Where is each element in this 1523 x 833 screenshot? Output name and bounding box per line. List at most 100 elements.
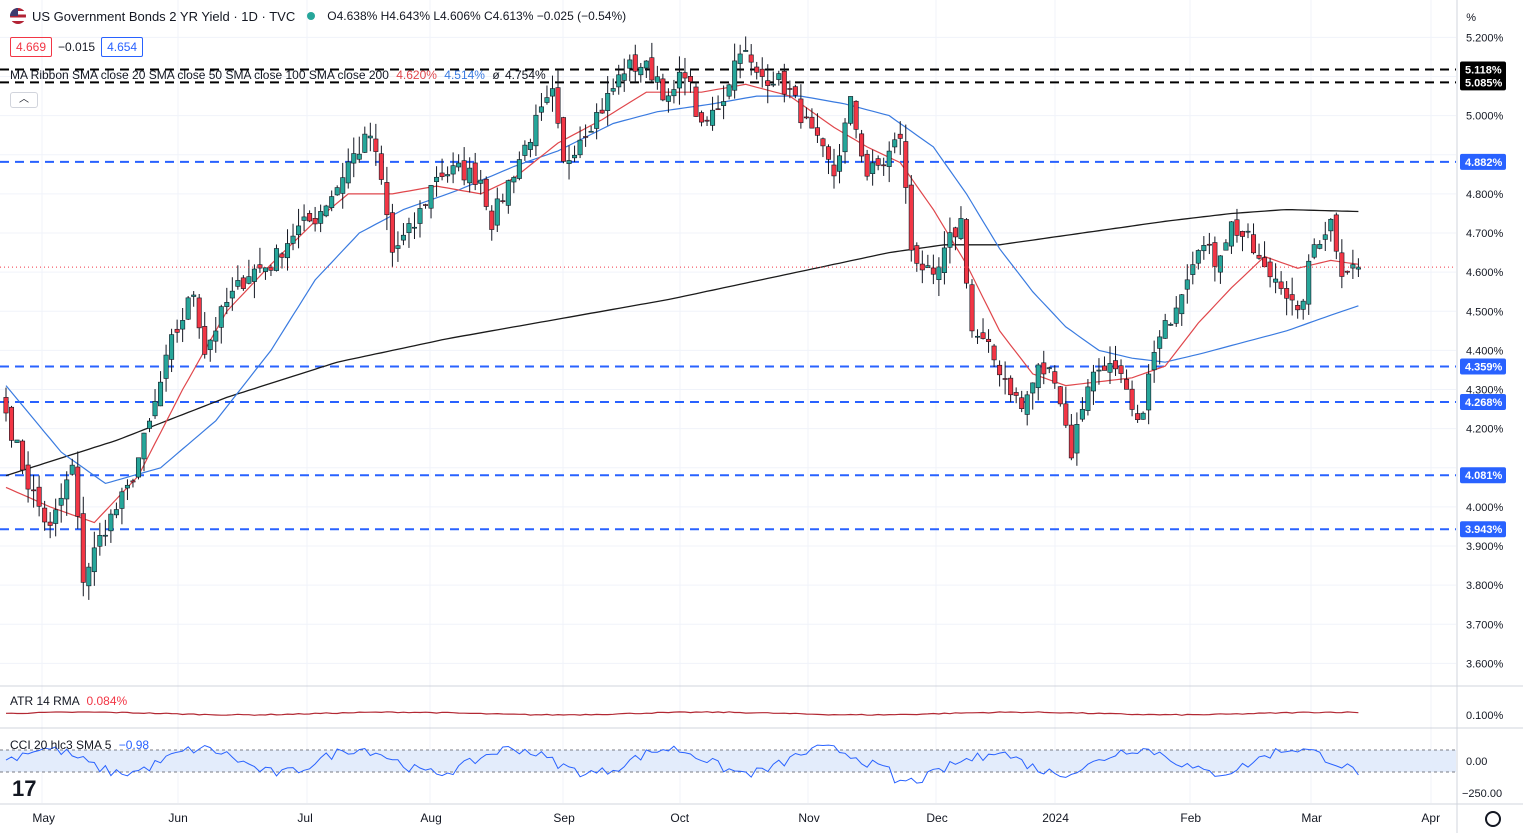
atr-axis-label: 0.100% [1466,710,1504,722]
candle-body [809,116,815,129]
candle-body [1173,307,1179,324]
candle-body [1013,392,1019,396]
candle-body [671,89,677,97]
candle-body [1157,336,1163,349]
candle-body [693,86,699,117]
candle-body [213,330,219,342]
candle-body [1140,412,1146,420]
candle-body [500,200,506,202]
gear-icon[interactable] [1485,811,1501,827]
atr-legend[interactable]: ATR 14 RMA 0.084% [10,694,127,708]
collapse-legend-button[interactable]: ︿ [10,92,38,108]
candle-body [1306,260,1312,305]
candle-body [147,420,153,429]
candle-body [792,86,798,96]
candle-body [279,253,285,258]
candle-body [1179,294,1185,315]
candle-body [947,232,953,248]
candle-body [362,133,368,153]
level-price-tag [1460,521,1506,538]
sell-price-button[interactable]: 4.669 [10,37,53,57]
candle-body [1251,234,1257,254]
y-tick-label: 4.400% [1466,345,1504,357]
candle-body [516,159,522,179]
market-status-icon [307,12,316,20]
candle-body [825,146,831,160]
candle-body [859,133,865,157]
candle-body [505,180,511,206]
ohlc-values: O4.638% H4.643% L4.606% C4.613% −0.025 (… [327,9,627,23]
candle-body [870,162,876,174]
us-flag-icon [10,8,26,24]
candle-body [53,509,59,524]
x-tick-label: Feb [1180,811,1201,825]
candle-body [665,95,671,102]
candle-body [180,320,186,330]
candle-body [1256,254,1262,259]
candle-body [997,364,1003,376]
candle-body [235,280,241,287]
candle-body [97,535,103,547]
level-price-label: 4.882% [1465,157,1503,169]
candle-body [478,179,484,184]
candle-body [64,479,70,500]
candle-body [1190,264,1196,275]
candle-body [378,153,384,180]
candle-body [1052,371,1058,384]
ma-ribbon-legend[interactable]: MA Ribbon SMA close 20 SMA close 50 SMA … [10,68,546,82]
candle-body [704,119,710,122]
cci-label: CCI 20 hlc3 SMA 5 [10,738,112,752]
candle-body [1206,243,1212,246]
candle-body [158,381,164,407]
buy-price-button[interactable]: 4.654 [101,37,144,57]
y-tick-label: 4.600% [1466,267,1504,279]
candle-body [549,88,555,97]
y-tick-label: 4.000% [1466,502,1504,514]
candle-body [439,172,445,177]
candle-body [1124,378,1130,390]
candle-body [908,184,914,251]
candle-body [25,464,31,490]
candle-body [643,60,649,69]
spread-value: −0.015 [58,40,96,54]
candle-body [1090,371,1096,392]
candle-body [340,177,346,194]
candle-body [676,71,682,89]
candle-body [527,141,533,150]
candle-body [903,141,909,188]
candle-body [1267,261,1273,278]
candle-body [389,212,395,253]
ma100-symbol: ø [492,68,500,82]
candle-body [583,136,589,138]
candle-body [47,521,53,526]
atr-line [5,711,1359,716]
candle-body [980,332,986,339]
candle-body [1079,408,1085,420]
candle-body [588,130,594,133]
candle-body [373,138,379,152]
candle-body [765,80,771,86]
candle-body [1239,231,1245,237]
cci-legend[interactable]: CCI 20 hlc3 SMA 5 −0.98 [10,738,149,752]
candle-body [108,513,114,532]
y-tick-label: 4.700% [1466,228,1504,240]
candle-body [1328,218,1334,232]
candle-body [301,216,307,221]
candle-body [814,127,820,136]
candle-body [759,68,765,77]
candle-body [1273,278,1279,283]
quote-row: 4.669 −0.015 4.654 [10,37,144,57]
ma20-value: 4.620% [396,68,437,82]
candle-body [522,144,528,156]
x-tick-label: Sep [553,811,575,825]
sma50-line [5,95,1359,485]
candle-body [837,155,843,172]
level-price-tag [1460,467,1506,484]
candle-body [561,117,567,162]
x-tick-label: Jun [168,811,187,825]
candle-body [246,276,252,284]
symbol-title[interactable]: US Government Bonds 2 YR Yield · 1D · TV… [32,8,296,24]
candle-body [848,96,854,124]
candle-body [494,198,500,226]
